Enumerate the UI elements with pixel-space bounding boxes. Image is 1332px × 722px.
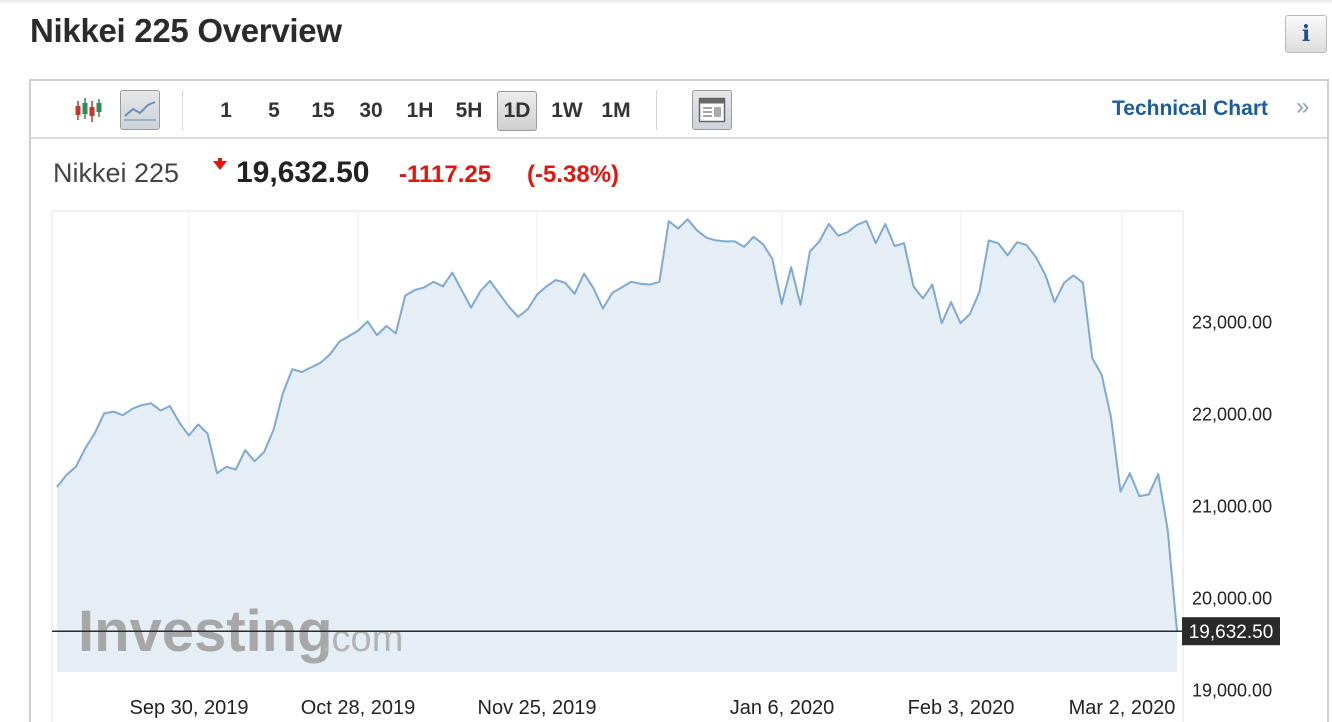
top-shadow: [0, 0, 1332, 4]
x-axis: Sep 30, 2019 Oct 28, 2019 Nov 25, 2019 Jan …: [130, 697, 1176, 719]
x-tick-label: Nov 25, 2019: [478, 697, 597, 719]
last-price-label: 19,632.50: [1182, 617, 1280, 646]
chart-panel: [29, 79, 1329, 722]
quote-change: -1117.25: [399, 161, 492, 188]
timeframe-5h[interactable]: 5H: [455, 99, 483, 122]
y-tick-label: 22,000.00: [1192, 404, 1272, 424]
layout-panel-icon: [698, 97, 726, 123]
x-tick-label: Jan 6, 2020: [730, 697, 835, 719]
chart-toolbar: 1 5 15 30 1H 5H 1D 1W 1M: [31, 81, 1327, 139]
line-chart-icon: [124, 101, 156, 121]
last-price-value: 19,632.50: [1189, 622, 1274, 643]
double-chevron-right-icon[interactable]: »: [1296, 93, 1310, 120]
price-area-fill: [57, 219, 1177, 673]
quote-change-percent: (-5.38%): [527, 161, 620, 188]
price-line: [56, 218, 1178, 632]
timeframe-5[interactable]: 5: [268, 99, 280, 122]
info-icon: i: [1301, 21, 1311, 47]
watermark-suffix: .com: [321, 618, 403, 660]
down-arrow-icon: [213, 158, 227, 170]
x-tick-label: Oct 28, 2019: [301, 697, 416, 719]
y-tick-label: 19,000.00: [1192, 680, 1272, 700]
technical-chart-link[interactable]: Technical Chart: [1112, 97, 1268, 120]
timeframe-1d[interactable]: 1D: [497, 91, 537, 131]
y-axis: 19,000.00 20,000.00 21,000.00 22,000.00 23,0…: [1192, 312, 1272, 700]
x-tick-label: Feb 3, 2020: [908, 697, 1015, 719]
quote-price: 19,632.50: [236, 156, 370, 189]
x-tick-label: Mar 2, 2020: [1069, 697, 1176, 719]
toolbar-separator: [656, 90, 657, 130]
y-tick-label: 23,000.00: [1192, 312, 1272, 332]
y-tick-label: 21,000.00: [1192, 496, 1272, 516]
timeframe-1[interactable]: 1: [220, 99, 232, 122]
y-tick-label: 20,000.00: [1192, 588, 1272, 608]
info-button[interactable]: i: [1285, 15, 1327, 53]
candlestick-chart-button[interactable]: [68, 90, 108, 130]
layout-button[interactable]: [692, 90, 732, 130]
page-title: Nikkei 225 Overview: [30, 12, 342, 49]
timeframe-1h[interactable]: 1H: [406, 99, 434, 122]
toolbar-separator: [182, 90, 183, 130]
timeframe-1w[interactable]: 1W: [551, 99, 583, 122]
x-tick-label: Sep 30, 2019: [130, 697, 249, 719]
quote-name: Nikkei 225: [53, 158, 180, 188]
timeframe-30[interactable]: 30: [359, 99, 383, 122]
line-chart-button[interactable]: [120, 90, 160, 130]
timeframe-1m[interactable]: 1M: [601, 99, 631, 122]
timeframe-15[interactable]: 15: [311, 99, 335, 122]
candlestick-icon: [75, 98, 102, 122]
